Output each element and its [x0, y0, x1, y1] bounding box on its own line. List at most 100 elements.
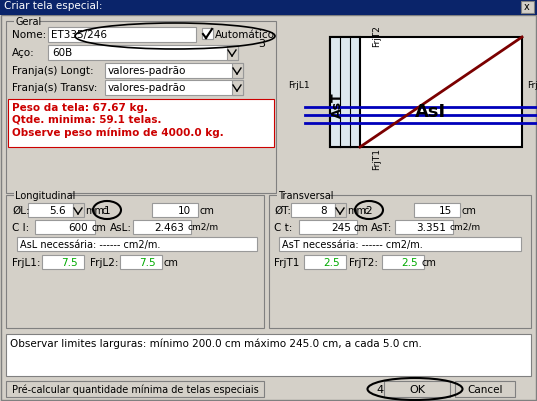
Bar: [6, 381, 264, 397]
Text: AsI: AsI: [415, 103, 446, 121]
Bar: [152, 203, 198, 217]
Text: valores-padrão: valores-padrão: [108, 83, 186, 93]
Text: AsL:: AsL:: [110, 223, 132, 233]
Text: 1: 1: [104, 205, 110, 215]
Text: cm: cm: [164, 257, 179, 267]
Text: Franja(s) Longt:: Franja(s) Longt:: [12, 66, 93, 76]
Bar: [304, 255, 346, 269]
Text: ET335/246: ET335/246: [51, 30, 107, 40]
Text: C l:: C l:: [12, 223, 29, 233]
Text: 8: 8: [321, 205, 327, 215]
Text: ØL:: ØL:: [12, 205, 30, 215]
Text: Pré-calcular quantidade mínima de telas especiais: Pré-calcular quantidade mínima de telas …: [12, 384, 258, 394]
Text: cm2/m: cm2/m: [188, 223, 219, 231]
Bar: [277, 192, 329, 200]
Text: Qtde. minima: 59.1 telas.: Qtde. minima: 59.1 telas.: [12, 115, 162, 125]
Text: AsT:: AsT:: [371, 223, 393, 233]
Bar: [6, 22, 276, 194]
Bar: [521, 2, 534, 14]
Bar: [330, 38, 360, 148]
Text: Observar limites larguras: mínimo 200.0 cm máximo 245.0 cm, a cada 5.0 cm.: Observar limites larguras: mínimo 200.0 …: [10, 338, 422, 348]
Bar: [35, 221, 95, 235]
Text: Nome:: Nome:: [12, 30, 46, 40]
Bar: [382, 255, 424, 269]
Bar: [6, 196, 264, 328]
Text: cm: cm: [422, 257, 437, 267]
Text: 7.5: 7.5: [140, 257, 156, 267]
Text: Aço:: Aço:: [12, 48, 35, 58]
Text: FrjL2: FrjL2: [527, 80, 537, 89]
Text: 7.5: 7.5: [61, 257, 78, 267]
Text: FrjT2:: FrjT2:: [349, 257, 378, 267]
Bar: [299, 221, 357, 235]
Text: 2.463: 2.463: [154, 223, 184, 233]
Text: FrjT2: FrjT2: [372, 25, 381, 47]
Text: 60B: 60B: [52, 48, 72, 58]
Bar: [232, 81, 243, 96]
Text: 2.5: 2.5: [323, 257, 340, 267]
Bar: [105, 81, 243, 96]
Text: Longitudinal: Longitudinal: [15, 190, 75, 200]
Text: 3: 3: [258, 39, 265, 49]
Text: Automático: Automático: [215, 30, 275, 40]
Text: 15: 15: [439, 205, 452, 215]
Text: 4: 4: [376, 384, 383, 394]
Bar: [48, 46, 238, 61]
Text: FrjL1: FrjL1: [288, 80, 310, 89]
Bar: [232, 64, 243, 79]
Bar: [133, 221, 191, 235]
Text: Cancel: Cancel: [467, 384, 503, 394]
Text: 245: 245: [331, 223, 351, 233]
Text: 2: 2: [366, 205, 372, 215]
Text: AsT: AsT: [330, 92, 344, 117]
Text: 2.5: 2.5: [401, 257, 418, 267]
Text: FrjL1:: FrjL1:: [12, 257, 40, 267]
Text: Observe peso mínimo de 4000.0 kg.: Observe peso mínimo de 4000.0 kg.: [12, 127, 224, 137]
Text: Franja(s) Transv:: Franja(s) Transv:: [12, 83, 97, 93]
Text: cm: cm: [461, 205, 476, 215]
Text: cm: cm: [92, 223, 107, 233]
Bar: [395, 221, 453, 235]
Text: ØT:: ØT:: [274, 205, 291, 215]
Bar: [73, 203, 84, 217]
Text: c: c: [102, 205, 107, 215]
Text: valores-padrão: valores-padrão: [108, 66, 186, 76]
Bar: [227, 46, 238, 61]
Bar: [14, 18, 40, 26]
Text: AsL necessária: ------ cm2/m.: AsL necessária: ------ cm2/m.: [20, 239, 161, 249]
Text: 5.6: 5.6: [49, 205, 66, 215]
Bar: [8, 100, 274, 148]
Text: mm: mm: [347, 205, 366, 215]
Text: FrjT1: FrjT1: [372, 148, 381, 170]
Bar: [202, 29, 213, 40]
Text: Criar tela especial:: Criar tela especial:: [4, 1, 103, 11]
Bar: [414, 203, 460, 217]
Bar: [330, 38, 522, 148]
Text: Transversal: Transversal: [278, 190, 333, 200]
Bar: [120, 255, 162, 269]
Text: 600: 600: [68, 223, 88, 233]
Text: cm2/m: cm2/m: [450, 223, 481, 231]
Bar: [17, 237, 257, 251]
Bar: [28, 203, 73, 217]
Bar: [279, 237, 521, 251]
Bar: [105, 64, 243, 79]
Bar: [6, 334, 531, 376]
Bar: [269, 196, 531, 328]
Text: x: x: [524, 2, 529, 12]
Text: OK: OK: [409, 384, 425, 394]
Text: FrjT1: FrjT1: [274, 257, 299, 267]
Bar: [0, 0, 537, 16]
Text: 10: 10: [178, 205, 191, 215]
Text: Peso da tela: 67.67 kg.: Peso da tela: 67.67 kg.: [12, 103, 148, 113]
Bar: [48, 28, 196, 43]
Bar: [455, 381, 515, 397]
Bar: [42, 255, 84, 269]
Text: cm: cm: [354, 223, 369, 233]
Text: AsT necessária: ------ cm2/m.: AsT necessária: ------ cm2/m.: [282, 239, 423, 249]
Text: FrjL2:: FrjL2:: [90, 257, 119, 267]
Text: c: c: [364, 205, 369, 215]
Text: cm: cm: [200, 205, 215, 215]
Bar: [291, 203, 335, 217]
Text: mm: mm: [85, 205, 104, 215]
